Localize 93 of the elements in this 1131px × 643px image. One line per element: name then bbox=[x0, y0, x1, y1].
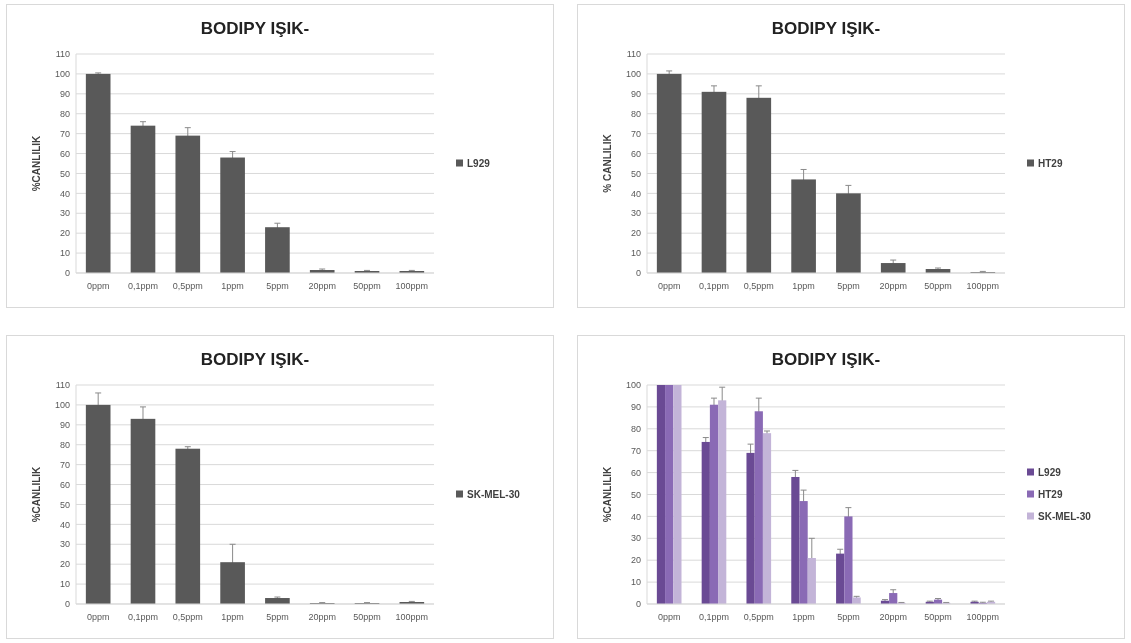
chart-title: BODIPY IŞIK- bbox=[771, 19, 881, 38]
x-tick-label: 100ppm bbox=[966, 612, 1000, 622]
x-tick-label: 100ppm bbox=[395, 281, 429, 291]
x-tick-label: 0ppm bbox=[657, 612, 681, 622]
x-tick-label: 0,5ppm bbox=[743, 612, 774, 622]
x-tick-label: 0,1ppm bbox=[127, 281, 158, 291]
x-tick-label: 20ppm bbox=[879, 612, 907, 622]
chart-title: BODIPY IŞIK- bbox=[200, 350, 310, 369]
legend-label: L929 bbox=[467, 158, 491, 169]
x-tick-label: 0ppm bbox=[657, 281, 681, 291]
x-tick-label: 50ppm bbox=[353, 281, 381, 291]
x-tick-label: 0ppm bbox=[86, 281, 110, 291]
y-tick-label: 70 bbox=[59, 459, 70, 470]
x-tick-label: 1ppm bbox=[792, 281, 815, 291]
y-tick-label: 20 bbox=[59, 559, 70, 570]
x-tick-label: 100ppm bbox=[395, 612, 429, 622]
y-tick-label: 90 bbox=[59, 88, 70, 99]
y-tick-label: 30 bbox=[59, 208, 70, 219]
y-tick-label: 100 bbox=[625, 380, 641, 391]
y-tick-label: 0 bbox=[64, 599, 70, 610]
y-tick-label: 110 bbox=[55, 380, 70, 391]
legend-label: SK-MEL-30 bbox=[467, 489, 521, 500]
y-axis-title: %CANLILIK bbox=[31, 465, 42, 523]
y-tick-label: 40 bbox=[630, 188, 641, 199]
x-tick-label: 0,1ppm bbox=[698, 612, 729, 622]
y-tick-label: 60 bbox=[630, 148, 641, 159]
x-tick-label: 1ppm bbox=[221, 612, 244, 622]
y-tick-label: 60 bbox=[630, 467, 641, 478]
y-tick-label: 70 bbox=[630, 128, 641, 139]
y-tick-label: 20 bbox=[59, 228, 70, 239]
y-tick-label: 40 bbox=[59, 188, 70, 199]
y-tick-label: 40 bbox=[59, 519, 70, 530]
x-tick-label: 0,5ppm bbox=[172, 281, 203, 291]
x-tick-label: 0,1ppm bbox=[698, 281, 729, 291]
y-tick-label: 50 bbox=[59, 499, 70, 510]
y-tick-label: 100 bbox=[54, 69, 70, 80]
y-tick-label: 10 bbox=[630, 248, 641, 259]
y-tick-label: 50 bbox=[59, 168, 70, 179]
y-tick-label: 50 bbox=[630, 168, 641, 179]
y-tick-label: 0 bbox=[635, 268, 641, 279]
y-tick-label: 50 bbox=[630, 489, 641, 500]
y-tick-label: 30 bbox=[630, 533, 641, 544]
legend-label: HT29 bbox=[1038, 158, 1063, 169]
y-tick-label: 60 bbox=[59, 479, 70, 490]
y-tick-label: 0 bbox=[635, 599, 641, 610]
legend-label: L929 bbox=[1038, 467, 1062, 478]
y-axis-title: % CANLILIK bbox=[602, 133, 613, 193]
y-tick-label: 110 bbox=[626, 49, 641, 60]
y-tick-label: 100 bbox=[54, 400, 70, 411]
x-tick-label: 0,5ppm bbox=[172, 612, 203, 622]
y-tick-label: 110 bbox=[55, 49, 70, 60]
x-tick-label: 0,1ppm bbox=[127, 612, 158, 622]
y-tick-label: 90 bbox=[630, 88, 641, 99]
x-tick-label: 5ppm bbox=[837, 281, 860, 291]
x-tick-label: 0,5ppm bbox=[743, 281, 774, 291]
y-tick-label: 70 bbox=[59, 128, 70, 139]
x-tick-label: 50ppm bbox=[924, 612, 952, 622]
x-tick-label: 50ppm bbox=[353, 612, 381, 622]
y-tick-label: 90 bbox=[59, 419, 70, 430]
legend-label: SK-MEL-30 bbox=[1038, 511, 1092, 522]
y-tick-label: 10 bbox=[59, 248, 70, 259]
y-axis-title: %CANLILIK bbox=[31, 134, 42, 192]
x-tick-label: 5ppm bbox=[266, 281, 289, 291]
x-tick-label: 5ppm bbox=[837, 612, 860, 622]
y-tick-label: 30 bbox=[59, 539, 70, 550]
y-tick-label: 80 bbox=[630, 423, 641, 434]
y-tick-label: 40 bbox=[630, 511, 641, 522]
x-tick-label: 100ppm bbox=[966, 281, 1000, 291]
x-tick-label: 0ppm bbox=[86, 612, 110, 622]
y-tick-label: 10 bbox=[630, 577, 641, 588]
x-tick-label: 5ppm bbox=[266, 612, 289, 622]
y-tick-label: 90 bbox=[630, 402, 641, 413]
y-tick-label: 0 bbox=[64, 268, 70, 279]
y-tick-label: 30 bbox=[630, 208, 641, 219]
y-tick-label: 20 bbox=[630, 555, 641, 566]
y-tick-label: 60 bbox=[59, 148, 70, 159]
y-tick-label: 70 bbox=[630, 445, 641, 456]
y-axis-title: %CANLILIK bbox=[602, 465, 613, 523]
y-tick-label: 80 bbox=[630, 108, 641, 119]
x-tick-label: 20ppm bbox=[879, 281, 907, 291]
y-tick-label: 80 bbox=[59, 439, 70, 450]
x-tick-label: 1ppm bbox=[221, 281, 244, 291]
x-tick-label: 20ppm bbox=[308, 281, 336, 291]
legend-label: HT29 bbox=[1038, 489, 1063, 500]
x-tick-label: 20ppm bbox=[308, 612, 336, 622]
y-tick-label: 80 bbox=[59, 108, 70, 119]
y-tick-label: 10 bbox=[59, 579, 70, 590]
x-tick-label: 50ppm bbox=[924, 281, 952, 291]
chart-title: BODIPY IŞIK- bbox=[771, 350, 881, 369]
chart-title: BODIPY IŞIK- bbox=[200, 19, 310, 38]
x-tick-label: 1ppm bbox=[792, 612, 815, 622]
y-tick-label: 20 bbox=[630, 228, 641, 239]
y-tick-label: 100 bbox=[625, 69, 641, 80]
